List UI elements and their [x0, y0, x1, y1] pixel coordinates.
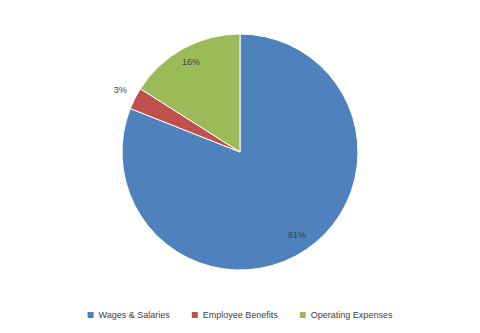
legend-label: Employee Benefits [203, 310, 279, 320]
legend-label: Operating Expenses [311, 310, 393, 320]
legend-item: Employee Benefits [192, 310, 279, 320]
legend-item: Wages & Salaries [88, 310, 171, 320]
legend: Wages & Salaries Employee Benefits Operati… [88, 310, 393, 320]
legend-swatch [192, 312, 198, 318]
data-label: 16% [182, 57, 200, 67]
data-label: 81% [288, 230, 306, 240]
legend-swatch [88, 312, 94, 318]
data-labels: 81% 3% 16% [114, 57, 306, 240]
pie-slice [122, 34, 358, 270]
legend-item: Operating Expenses [300, 310, 393, 320]
pie [122, 34, 358, 270]
pie-slice [140, 34, 240, 152]
legend-swatch [300, 312, 306, 318]
data-label: 3% [114, 85, 127, 95]
legend-label: Wages & Salaries [99, 310, 171, 320]
chart: 81% 3% 16% Wages & Salaries Employee Benefit… [0, 0, 480, 333]
